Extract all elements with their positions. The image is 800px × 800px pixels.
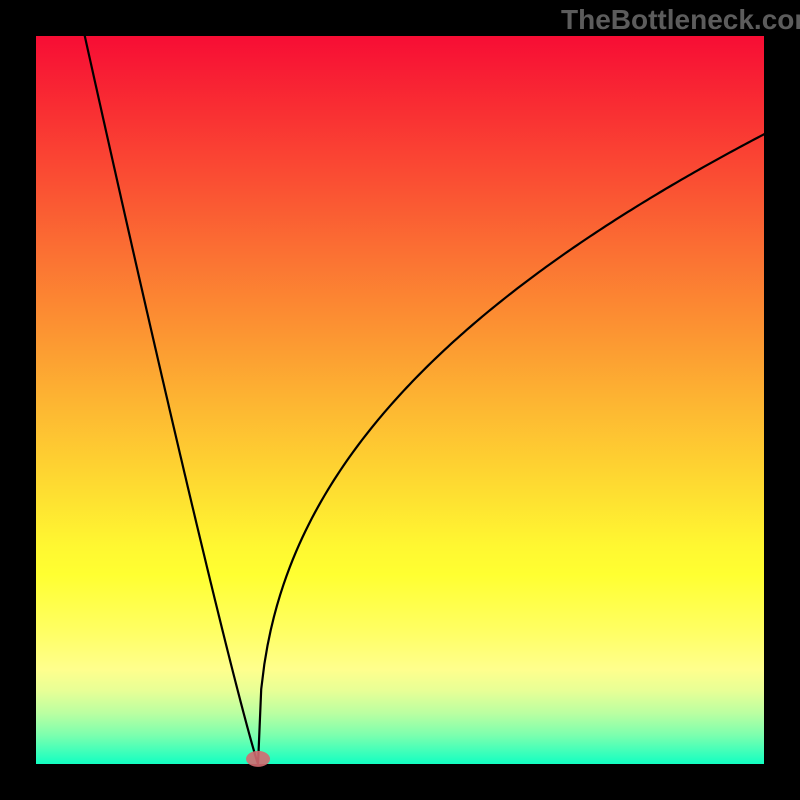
chart-overlay-svg: [0, 0, 800, 800]
bottleneck-curve: [85, 36, 764, 764]
chart-container: TheBottleneck.com: [0, 0, 800, 800]
optimal-marker: [246, 751, 270, 767]
watermark-text: TheBottleneck.com: [561, 4, 800, 36]
